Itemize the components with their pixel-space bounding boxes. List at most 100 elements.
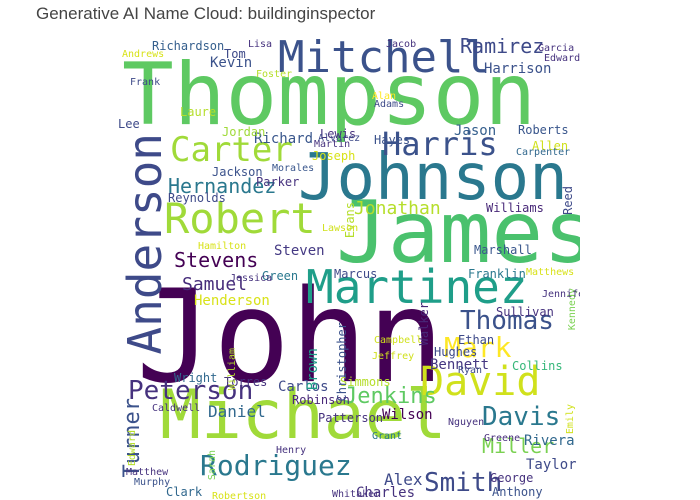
cloud-word-steven: Steven [274,243,325,259]
cloud-word-alex: Alex [384,470,423,489]
cloud-word-hamilton: Hamilton [198,241,247,252]
cloud-word-hayes: Hayes [374,133,411,147]
cloud-word-thompson: Thompson [122,45,537,145]
cloud-word-mark: Mark [444,331,512,364]
cloud-word-kevin: Kevin [210,55,253,71]
cloud-word-rodriguez: Rodriguez [200,449,352,482]
cloud-word-tom: Tom [224,47,246,61]
cloud-word-jason: Jason [454,123,497,139]
cloud-word-martin: Martin [314,139,351,150]
cloud-word-marcus: Marcus [334,267,378,281]
cloud-word-murphy: Murphy [134,477,171,488]
cloud-word-jessica: Jessica [230,273,273,284]
cloud-word-martinez: Martinez [306,260,528,314]
cloud-word-lisa: Lisa [248,39,273,50]
cloud-word-green: Green [262,269,299,283]
cloud-word-miller: Miller [482,434,555,458]
cloud-word-alvarez: Alvarez [318,133,361,144]
cloud-word-matthews: Matthews [526,267,575,278]
cloud-word-hernandez: Hernandez [168,174,277,198]
cloud-word-wright: Wright [174,371,218,385]
cloud-word-john: John [136,263,445,412]
cloud-word-marshall: Marshall [474,243,532,257]
cloud-word-collins: Collins [512,359,563,373]
cloud-word-jordan: Jordan [222,125,266,139]
cloud-word-williams: Williams [486,201,544,215]
cloud-word-michael: Michael [160,376,447,455]
cloud-word-christopher: Christopher [335,322,349,402]
cloud-word-franklin: Franklin [468,267,526,281]
cloud-word-bennett: Bennett [430,357,490,373]
cloud-word-robertson: Robertson [212,491,267,500]
cloud-word-edwards: Edwards [544,53,580,64]
cloud-word-daniel: Daniel [208,402,266,421]
cloud-word-jennifer: Jennifer [542,289,580,300]
page-title: Generative AI Name Cloud: buildinginspec… [36,4,376,23]
word-cloud: Thompson John Michael James Johnson Martinez M… [118,38,580,500]
cloud-word-taylor: Taylor [526,457,577,473]
cloud-word-anderson: Anderson [118,133,172,355]
cloud-word-morales: Morales [272,163,315,174]
cloud-word-sarah: Sarah [207,450,218,481]
cloud-word-emily: Emily [565,404,576,435]
cloud-word-thomas: Thomas [460,306,554,336]
cloud-word-stevens: Stevens [174,248,259,272]
cloud-word-robinson: Robinson [292,393,350,407]
cloud-word-ethan: Ethan [458,333,495,347]
cloud-word-joseph: Joseph [312,149,356,163]
cloud-word-richard: Richard [254,131,314,147]
cloud-word-sullivan: Sullivan [496,305,554,319]
cloud-word-laure: Laure [180,105,217,119]
cloud-word-charles: Charles [356,485,416,500]
cloud-word-carlos: Carlos [278,379,329,395]
cloud-word-adams: Adams [374,99,405,110]
cloud-word-george: George [490,471,534,485]
cloud-word-torres: Torres [224,375,268,389]
cloud-word-harris: Harris [382,125,498,163]
cloud-word-andrews: Andrews [122,49,165,60]
cloud-word-edward: Edward [127,430,138,467]
cloud-word-matthew: Matthew [126,467,169,478]
cloud-word-lawson: Lawson [322,223,359,234]
cloud-word-foster: Foster [256,69,293,80]
cloud-word-james: James [336,183,580,283]
cloud-word-caldwell: Caldwell [152,403,201,414]
cloud-word-reynolds: Reynolds [168,191,226,205]
cloud-word-rivera: Rivera [524,433,575,449]
cloud-word-grant: Grant [372,431,403,442]
cloud-word-henderson: Henderson [194,293,270,309]
cloud-word-wilson: Wilson [382,407,433,423]
cloud-word-campbell: Campbell [374,335,423,346]
cloud-word-jeffrey: Jeffrey [372,351,415,362]
cloud-word-carpenter: Carpenter [516,147,571,158]
cloud-word-brown: Brown [305,348,321,391]
cloud-word-jackson: Jackson [212,165,263,179]
cloud-word-robert: Robert [164,194,316,243]
cloud-word-allen: Allen [532,139,569,153]
cloud-word-william: William [227,348,238,391]
cloud-word-anthony: Anthony [492,485,543,499]
cloud-word-david: David [420,359,541,405]
cloud-word-mitchell: Mitchell [278,38,490,83]
cloud-word-reed: Reed [561,186,575,215]
cloud-word-ramirez: Ramirez [460,38,545,58]
cloud-word-carter: Carter [170,130,293,170]
cloud-word-harrison: Harrison [484,61,552,77]
cloud-word-garcia: Garcia [538,43,575,54]
cloud-word-jacob: Jacob [386,39,417,50]
cloud-word-jonathan: Jonathan [354,198,441,219]
cloud-word-whitaker: Whitaker [332,489,381,500]
cloud-word-simmons: Simmons [340,375,391,389]
cloud-word-smith: Smith [424,468,503,498]
cloud-word-patterson: Patterson [318,411,384,425]
cloud-word-johnson: Johnson [298,141,568,215]
cloud-word-nguyen: Nguyen [448,417,485,428]
cloud-word-henry: Henry [276,445,307,456]
cloud-word-hughes: Hughes [434,345,478,359]
cloud-word-peterson: Peterson [128,376,254,406]
cloud-word-parker: Parker [256,175,300,189]
cloud-word-richardson: Richardson [152,39,225,53]
cloud-word-ryan: Ryan [458,365,483,376]
cloud-word-samuel: Samuel [182,274,248,295]
cloud-word-frank: Frank [130,77,161,88]
